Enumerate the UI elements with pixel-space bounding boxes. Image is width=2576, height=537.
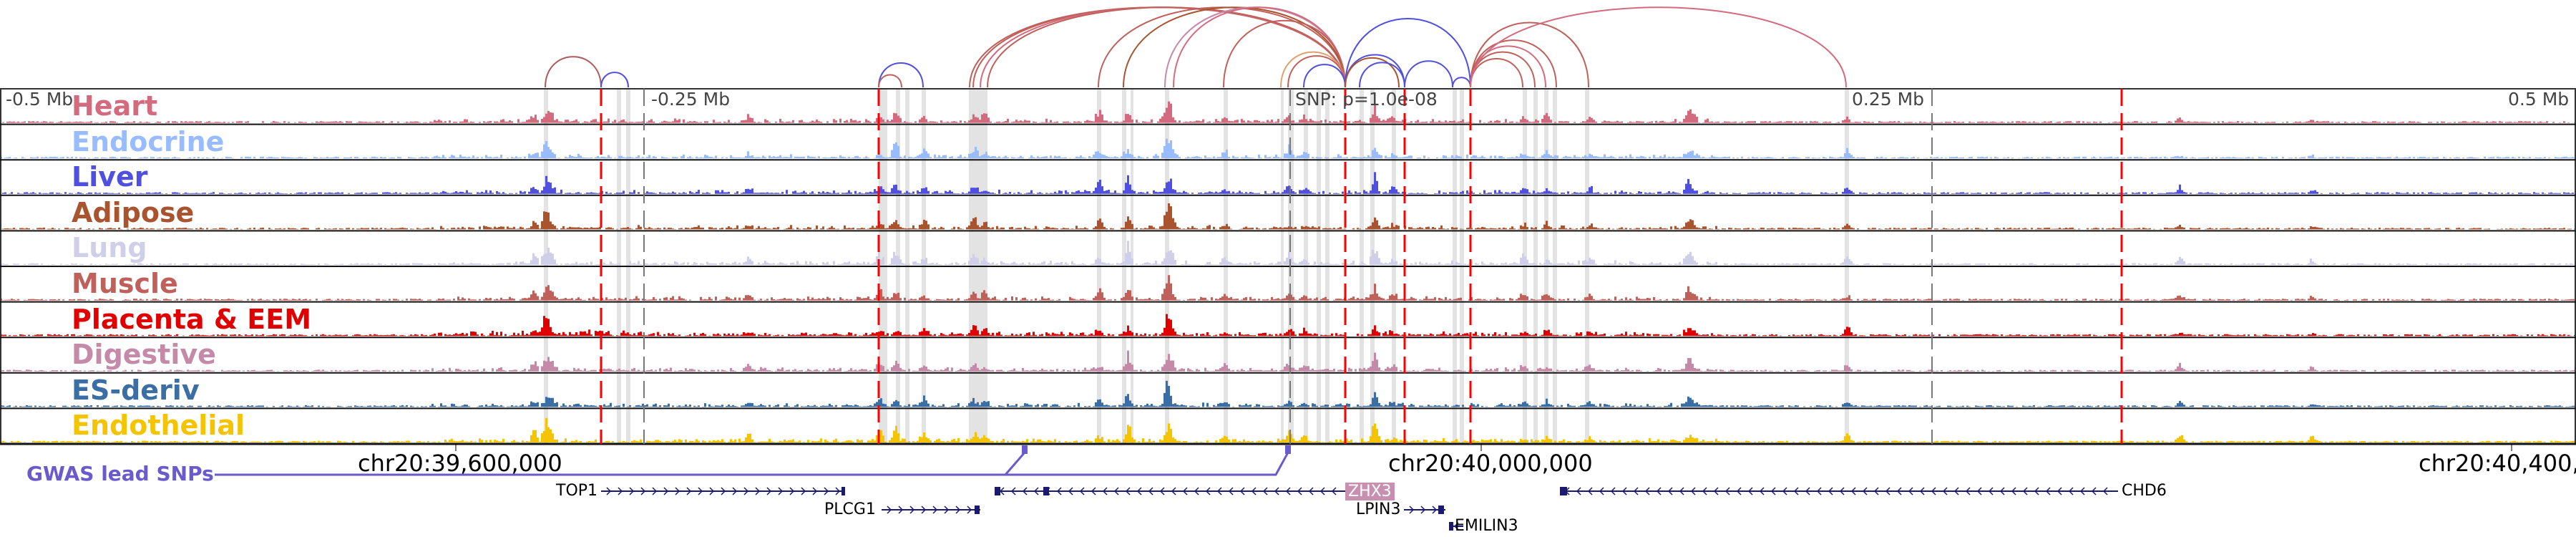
interaction-arc (1452, 77, 1471, 88)
signal-digestive (0, 350, 2576, 372)
track-label-endothelial: Endothelial (72, 410, 245, 442)
signal-liver (2, 172, 2574, 194)
gwas-track-label: GWAS lead SNPs (26, 462, 214, 485)
gwas-connector (215, 452, 1289, 476)
signal-es-deriv (0, 380, 2576, 407)
interaction-arc (1345, 18, 1471, 88)
interaction-arc (1303, 64, 1346, 88)
strand-arrows (887, 505, 972, 514)
track-label-es-deriv: ES-deriv (72, 374, 200, 406)
gene-top1[interactable] (601, 487, 845, 495)
interaction-arcs (545, 6, 1847, 88)
exon (1560, 487, 1567, 495)
interaction-arc (1345, 57, 1400, 88)
exon (975, 505, 980, 514)
axis-label-right: 0.5 Mb (2508, 89, 2570, 110)
gene-chd6[interactable] (1560, 487, 2118, 495)
interaction-arc (987, 6, 1346, 88)
interaction-arc (1470, 6, 1847, 88)
axis-label-snp: SNP: p=1.0e-08 (1295, 89, 1438, 110)
interaction-arc (1223, 19, 1346, 88)
gene-label-chd6[interactable]: CHD6 (2122, 482, 2167, 500)
signal-endothelial (0, 417, 2576, 442)
signal-tracks (0, 101, 2576, 442)
gene-label-zhx3[interactable]: ZHX3 (1345, 483, 1395, 500)
track-label-liver: Liver (72, 161, 148, 193)
track-label-heart: Heart (72, 90, 158, 122)
interaction-arc (1280, 51, 1346, 88)
strand-arrows (606, 487, 841, 495)
gene-lpin3[interactable] (1404, 505, 1445, 514)
gwas-track (215, 445, 1291, 476)
track-label-lung: Lung (72, 232, 147, 264)
interaction-arc (1359, 62, 1405, 88)
interaction-arc (600, 72, 629, 88)
interaction-arc (1287, 55, 1346, 88)
track-label-placenta-eem: Placenta & EEM (72, 303, 312, 335)
interaction-arc (1470, 39, 1557, 88)
axis-label-mid-left: -0.25 Mb (651, 89, 731, 110)
signal-placenta-eem (0, 314, 2576, 337)
exon (1043, 487, 1049, 495)
interaction-arc (1404, 60, 1453, 88)
track-frames (0, 88, 2576, 445)
signal-lung (0, 241, 2574, 265)
exon (995, 487, 1000, 495)
signal-endocrine (0, 138, 2576, 159)
coord-label-3: chr20:40,400,000 (2419, 450, 2576, 477)
coord-label-1: chr20:39,600,000 (358, 450, 562, 477)
exon (841, 487, 845, 495)
gene-zhx3[interactable] (995, 487, 1345, 495)
interaction-arc (878, 62, 924, 88)
track-label-endocrine: Endocrine (72, 125, 225, 158)
snp-markers (455, 89, 2512, 451)
axis-label-left: -0.5 Mb (6, 89, 74, 110)
interaction-arc (1123, 6, 1346, 88)
exon (1438, 505, 1444, 514)
interaction-arc (878, 74, 902, 88)
track-label-muscle: Muscle (72, 268, 178, 299)
exon (1449, 522, 1453, 531)
coord-label-2: chr20:40,000,000 (1388, 450, 1593, 477)
gwas-lead-snp[interactable] (1022, 445, 1028, 454)
gene-label-emilin3[interactable]: EMILIN3 (1455, 517, 1518, 535)
track-label-digestive: Digestive (72, 339, 216, 371)
strand-arrows (1409, 505, 1438, 514)
signal-muscle (0, 275, 2576, 301)
gene-plcg1[interactable] (882, 505, 980, 514)
gwas-lead-snp[interactable] (1285, 445, 1291, 454)
axis-label-mid-right: 0.25 Mb (1852, 89, 1925, 110)
gene-label-plcg1[interactable]: PLCG1 (824, 500, 876, 518)
interaction-arc (1470, 21, 1589, 88)
gene-emilin3[interactable] (1449, 522, 1463, 531)
gene-label-top1[interactable]: TOP1 (556, 482, 598, 500)
interaction-arc (1164, 6, 1346, 88)
interaction-arc (545, 56, 602, 88)
gene-track (601, 487, 2118, 531)
gene-label-lpin3[interactable]: LPIN3 (1356, 500, 1401, 518)
strand-arrows (1453, 522, 1459, 531)
track-label-adipose: Adipose (72, 196, 195, 228)
signal-heart (2, 101, 2576, 123)
